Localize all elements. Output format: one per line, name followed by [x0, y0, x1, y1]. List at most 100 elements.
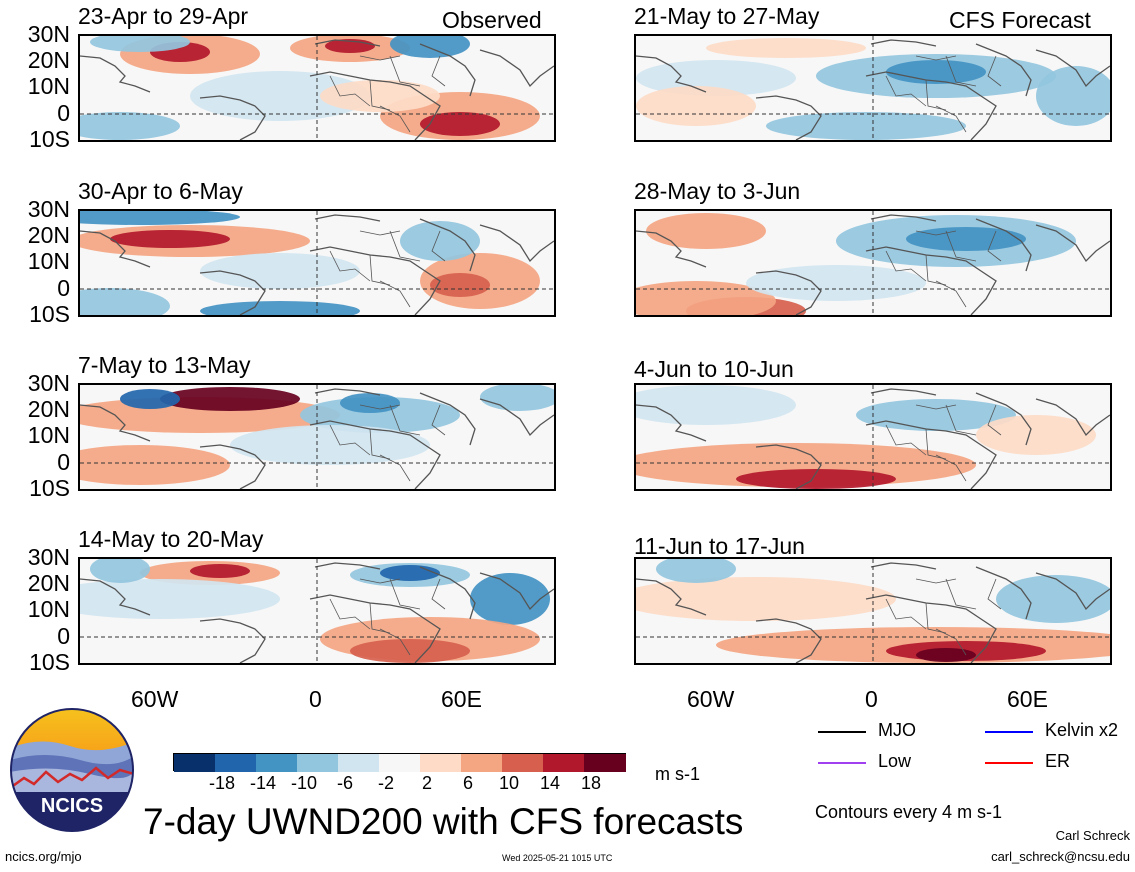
wind-anomaly-shading — [916, 648, 976, 662]
lat-label: 10S — [29, 301, 70, 327]
coastline — [379, 454, 411, 482]
lat-label: 10S — [29, 126, 70, 152]
wind-anomaly-shading — [80, 211, 240, 225]
coastline — [885, 424, 927, 456]
coastline — [1035, 398, 1110, 437]
wind-anomaly-shading — [480, 385, 554, 411]
coastline — [975, 566, 1032, 620]
colorbar-tick-label: 2 — [421, 773, 432, 793]
footer-author: Carl Schreck — [1055, 828, 1130, 843]
wind-anomaly-shading — [636, 86, 756, 126]
forecast-label: CFS Forecast — [949, 7, 1091, 33]
colorbar-labels: -18 -14 -10 -6 -2 2 6 10 14 18 — [173, 773, 626, 795]
panel-title-fc-1: 21-May to 27-May — [634, 3, 820, 29]
coastline — [314, 388, 381, 396]
coastline — [479, 49, 554, 88]
panel-title-obs-3: 7-May to 13-May — [78, 352, 251, 378]
map-forecast-4 — [634, 557, 1112, 665]
wind-anomaly-shading — [350, 639, 470, 663]
coastline — [755, 270, 822, 315]
coastline — [935, 628, 967, 656]
lat-label: 0 — [57, 449, 70, 475]
coastline — [359, 55, 401, 61]
colorbar-swatch — [420, 754, 462, 772]
coastline — [987, 404, 1002, 436]
map-observed-2 — [78, 209, 556, 317]
wind-anomaly-shading — [380, 565, 440, 581]
colorbar-tick-label: 6 — [462, 773, 473, 793]
footer-timestamp: Wed 2025-05-21 1015 UTC — [502, 853, 613, 863]
legend-low-line — [818, 762, 866, 764]
lat-label: 20N — [27, 570, 70, 596]
coastline — [945, 230, 977, 262]
colorbar-swatch — [215, 754, 257, 772]
coastline — [1035, 49, 1110, 88]
legend-low-label: Low — [878, 751, 912, 771]
colorbar-tick-label: -6 — [336, 773, 353, 793]
lat-label: 10N — [27, 596, 70, 622]
wind-anomaly-shading — [160, 387, 300, 411]
coastline — [925, 602, 947, 634]
wind-anomaly-shading — [90, 36, 190, 52]
colorbar-tick-label: -10 — [290, 773, 317, 793]
wind-anomaly-shading — [430, 273, 490, 297]
coastline — [314, 214, 381, 222]
coastline — [915, 404, 957, 410]
coastline — [389, 55, 421, 87]
wind-anomaly-shading — [636, 60, 796, 96]
lon-label-60w-obs: 60W — [131, 686, 179, 712]
coastline — [885, 250, 927, 282]
panel-title-fc-4: 11-Jun to 17-Jun — [634, 533, 805, 559]
lat-label: 30N — [27, 196, 70, 222]
wind-anomaly-shading — [420, 112, 500, 136]
wind-anomaly-shading — [80, 288, 170, 315]
coastline — [987, 578, 1002, 610]
map-observed-1 — [78, 34, 556, 142]
wind-anomaly-shading — [90, 559, 150, 583]
wind-anomaly-shading — [190, 564, 250, 578]
wind-anomaly-shading — [320, 80, 440, 112]
coastline — [885, 598, 927, 630]
coastline — [431, 404, 446, 436]
wind-anomaly-shading — [340, 393, 400, 413]
map-observed-3 — [78, 383, 556, 491]
lon-label-60e-obs: 60E — [441, 686, 482, 712]
lon-label-60w-fc: 60W — [687, 686, 735, 712]
lat-label: 0 — [57, 623, 70, 649]
coastline — [755, 618, 822, 663]
coastline — [935, 454, 967, 482]
lat-label: 0 — [57, 275, 70, 301]
map-forecast-2 — [634, 209, 1112, 317]
lat-label: 20N — [27, 396, 70, 422]
coastline — [865, 594, 997, 663]
coastline — [431, 55, 446, 87]
coastline — [870, 214, 937, 222]
coastline — [199, 618, 266, 663]
coastline — [885, 75, 927, 107]
colorbar-swatch — [461, 754, 503, 772]
coastline — [359, 404, 401, 410]
coastline — [309, 594, 441, 663]
coastline — [915, 578, 957, 584]
coastline — [755, 444, 822, 489]
coastline — [309, 246, 441, 315]
coastline — [369, 79, 391, 111]
wind-anomaly-shading — [200, 301, 360, 315]
coastline — [419, 43, 476, 97]
colorbar-swatch — [379, 754, 421, 772]
colorbar-swatch — [543, 754, 585, 772]
wind-anomaly-shading — [636, 577, 896, 621]
colorbar-tick-label: 18 — [580, 773, 602, 793]
wind-anomaly-shading — [80, 112, 180, 140]
legend-kelvin-line — [985, 731, 1033, 733]
footer-email: carl_schreck@ncsu.edu — [991, 849, 1130, 864]
wind-anomaly-shading — [636, 385, 796, 425]
main-title: 7-day UWND200 with CFS forecasts — [143, 801, 744, 842]
coastline — [431, 578, 446, 610]
map-forecast-1 — [634, 34, 1112, 142]
wind-anomaly-shading — [736, 469, 896, 489]
wind-anomaly-shading — [656, 559, 736, 583]
coastline — [379, 628, 411, 656]
coastline — [865, 71, 997, 140]
panel-title-obs-4: 14-May to 20-May — [78, 526, 264, 552]
